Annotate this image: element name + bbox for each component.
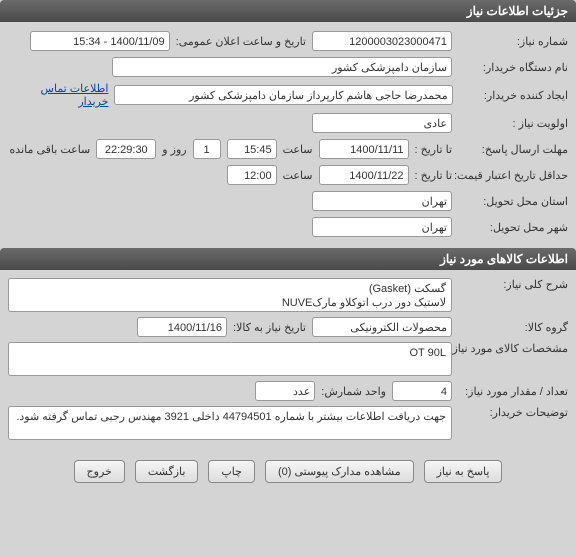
unit-label: واحد شمارش: bbox=[321, 385, 386, 398]
buttons-bar: پاسخ به نیاز مشاهده مدارک پیوستی (0) چاپ… bbox=[0, 450, 576, 489]
upto-label-2: تا تاریخ : bbox=[415, 169, 452, 182]
pubdate-field: 1400/11/09 - 15:34 bbox=[30, 31, 170, 51]
print-button[interactable]: چاپ bbox=[208, 460, 255, 483]
countdown-field: 22:29:30 bbox=[96, 139, 156, 159]
creator-label: ایجاد کننده خریدار: bbox=[459, 89, 568, 102]
general-desc-line2: لاستیک دور درب اتوکلاو مارکNUVE bbox=[14, 296, 446, 310]
goods-group-label: گروه کالا: bbox=[458, 321, 568, 334]
reply-deadline-time-field: 15:45 bbox=[227, 139, 277, 159]
buyer-name-field: سازمان دامپزشکی کشور bbox=[112, 57, 452, 77]
qty-label: تعداد / مقدار مورد نیاز: bbox=[458, 385, 568, 398]
general-desc-label: شرح کلی نیاز: bbox=[458, 278, 568, 291]
need-no-label: شماره نیاز: bbox=[458, 35, 568, 48]
upto-label-1: تا تاریخ : bbox=[415, 143, 452, 156]
days-remain-field: 1 bbox=[193, 139, 221, 159]
days-and-label: روز و bbox=[162, 143, 186, 156]
section-header-details: جزئیات اطلاعات نیاز bbox=[0, 0, 576, 22]
back-button[interactable]: بازگشت bbox=[135, 460, 199, 483]
exit-button[interactable]: خروج bbox=[74, 460, 125, 483]
delivery-city-field: تهران bbox=[312, 217, 452, 237]
qty-field: 4 bbox=[392, 381, 452, 401]
section-header-goods: اطلاعات کالاهای مورد نیاز bbox=[0, 248, 576, 270]
general-desc-field: گسکت (Gasket) لاستیک دور درب اتوکلاو مار… bbox=[8, 278, 452, 312]
buyer-notes-label: توضیحات خریدار: bbox=[458, 406, 568, 419]
panel-need-info: شماره نیاز: 1200003023000471 تاریخ و ساع… bbox=[0, 24, 576, 248]
time-label-2: ساعت bbox=[283, 169, 313, 182]
panel-goods-info: شرح کلی نیاز: گسکت (Gasket) لاستیک دور د… bbox=[0, 272, 576, 450]
need-date-to-field: 1400/11/16 bbox=[137, 317, 227, 337]
delivery-prov-field: تهران bbox=[312, 191, 452, 211]
delivery-prov-label: استان محل تحویل: bbox=[458, 195, 568, 208]
hours-remain-label: ساعت باقی مانده bbox=[10, 143, 91, 156]
priority-label: اولویت نیاز : bbox=[458, 117, 568, 130]
need-no-field: 1200003023000471 bbox=[312, 31, 452, 51]
pubdate-label: تاریخ و ساعت اعلان عمومی: bbox=[176, 35, 306, 48]
price-validity-time-field: 12:00 bbox=[227, 165, 277, 185]
goods-spec-field: OT 90L bbox=[8, 342, 452, 376]
price-validity-date-field: 1400/11/22 bbox=[319, 165, 409, 185]
unit-field: عدد bbox=[255, 381, 315, 401]
need-date-to-label: تاریخ نیاز به کالا: bbox=[233, 321, 306, 334]
time-label-1: ساعت bbox=[283, 143, 313, 156]
general-desc-line1: گسکت (Gasket) bbox=[14, 282, 446, 296]
reply-button[interactable]: پاسخ به نیاز bbox=[424, 460, 503, 483]
reply-deadline-label: مهلت ارسال پاسخ: bbox=[458, 143, 568, 156]
buyer-contact-link[interactable]: اطلاعات تماس خریدار bbox=[8, 82, 108, 108]
price-validity-label: حداقل تاریخ اعتبار قیمت: bbox=[458, 169, 568, 182]
goods-group-field: محصولات الکترونیکی bbox=[312, 317, 452, 337]
buyer-notes-field: جهت دریافت اطلاعات بیشتر با شماره 447945… bbox=[8, 406, 452, 440]
reply-deadline-date-field: 1400/11/11 bbox=[319, 139, 409, 159]
priority-field: عادی bbox=[312, 113, 452, 133]
creator-field: محمدرضا حاجی هاشم کارپرداز سازمان دامپزش… bbox=[114, 85, 452, 105]
buyer-name-label: نام دستگاه خریدار: bbox=[458, 61, 568, 74]
delivery-city-label: شهر محل تحویل: bbox=[458, 221, 568, 234]
attachments-button[interactable]: مشاهده مدارک پیوستی (0) bbox=[265, 460, 414, 483]
goods-spec-label: مشخصات کالای مورد نیاز: bbox=[458, 342, 568, 355]
